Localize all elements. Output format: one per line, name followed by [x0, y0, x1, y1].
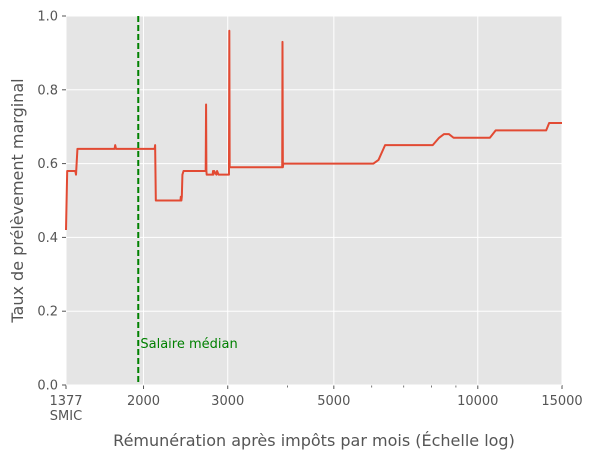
x-tick-label-line: 3000	[211, 394, 244, 409]
x-tick-label-line: 15000	[541, 394, 582, 409]
x-tick-label: 1377 SMIC	[49, 394, 82, 424]
y-tick-label: 0.8	[37, 83, 58, 98]
y-tick-label: 0.6	[37, 157, 58, 172]
x-tick-label-line: 10000	[457, 394, 498, 409]
series-line	[65, 29, 562, 231]
y-axis-label: Taux de prélèvement marginal	[8, 78, 27, 323]
x-tick-label-line: 5000	[317, 394, 350, 409]
x-tick-label-line: 1377	[49, 394, 82, 409]
annotation-layer: Salaire médian	[137, 16, 238, 385]
y-tick-label: 0.0	[37, 379, 58, 394]
y-gridlines	[62, 15, 562, 386]
x-tick-label: 2000	[127, 394, 160, 409]
plot-background	[66, 16, 562, 385]
x-tick-label: 10000	[457, 394, 498, 409]
x-tick-label: 15000	[541, 394, 582, 409]
x-axis-label: Rémunération après impôts par mois (Éche…	[113, 431, 515, 450]
x-tick-label: 3000	[211, 394, 244, 409]
y-tick-label: 1.0	[37, 10, 58, 25]
median-salary-label: Salaire médian	[140, 337, 237, 352]
y-tick-labels: 0.0 0.2 0.4 0.6 0.8 1.0	[37, 10, 58, 394]
y-tick-label: 0.4	[37, 231, 58, 246]
x-tick-label-line: SMIC	[50, 409, 82, 424]
series-layer	[65, 29, 562, 231]
x-tick-label-line: 2000	[127, 394, 160, 409]
y-tick-label: 0.2	[37, 305, 58, 320]
x-tick-label: 5000	[317, 394, 350, 409]
x-tick-labels: 1377 SMIC 2000 3000 5000 10000 15000	[49, 394, 582, 424]
